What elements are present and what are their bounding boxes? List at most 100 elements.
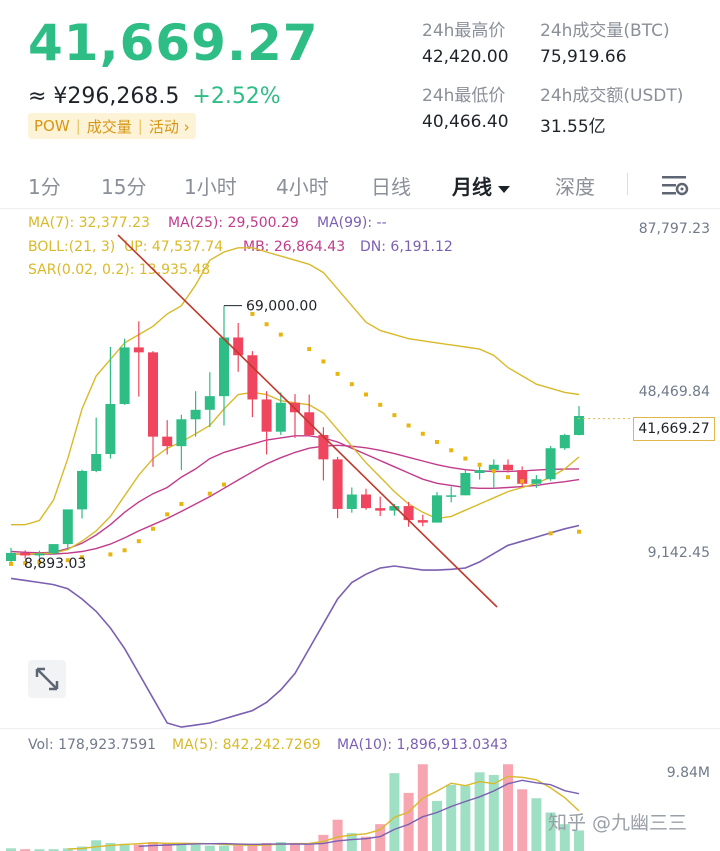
candle-body xyxy=(346,494,357,509)
candle-body xyxy=(233,337,244,356)
volume-divider xyxy=(0,728,720,729)
volume-bar xyxy=(446,784,457,851)
y-axis-label-mid: 48,469.84 xyxy=(638,384,710,400)
volume-bar xyxy=(474,772,485,851)
tab-4h[interactable]: 4小时 xyxy=(276,175,329,199)
volume-bar xyxy=(290,842,300,851)
tab-1h[interactable]: 1小时 xyxy=(184,175,237,199)
volume-bar xyxy=(162,842,173,851)
volume-chart[interactable] xyxy=(0,760,720,851)
sar-dot xyxy=(520,479,525,484)
sar-dot xyxy=(548,531,553,536)
volume-ma5-line xyxy=(67,775,580,850)
candle-body xyxy=(403,506,414,521)
y-axis-label-low: 9,142.45 xyxy=(647,545,710,561)
stat-value: 40,466.40 xyxy=(422,112,509,132)
candle-body xyxy=(119,347,130,405)
boll-upper-band xyxy=(11,247,580,526)
volume-bar xyxy=(119,843,130,851)
tab-15m[interactable]: 15分 xyxy=(101,175,147,199)
sar-dot xyxy=(37,560,42,565)
volume-bar xyxy=(432,800,442,851)
stat-label: 24h最高价 xyxy=(422,21,506,41)
sar-dot xyxy=(392,413,397,418)
stat-24h-high: 24h最高价 42,420.00 xyxy=(422,16,509,67)
candle-body xyxy=(48,544,59,554)
tab-monthly-label: 月线 xyxy=(452,175,492,199)
candle-body xyxy=(559,434,570,449)
sar-dot xyxy=(108,552,113,557)
candle-body xyxy=(432,495,442,523)
last-price: 41,669.27 xyxy=(28,14,319,72)
stat-label: 24h最低价 xyxy=(422,86,506,106)
tab-separator xyxy=(627,173,628,195)
legend-ma25: MA(25): 29,500.29 xyxy=(168,215,299,231)
sar-dot xyxy=(65,558,70,563)
candle-body xyxy=(162,436,173,447)
volume-bar xyxy=(417,764,428,851)
legend-boll-mb: MB: 26,864.43 xyxy=(243,239,346,255)
chart-settings-icon[interactable] xyxy=(660,173,690,199)
current-price-tag: 41,669.27 xyxy=(633,417,715,441)
volume-bar xyxy=(403,792,414,851)
legend-boll-up: UP: 47,537.74 xyxy=(124,239,224,255)
candlestick-chart[interactable]: 69,000.00 8,893.03 xyxy=(0,210,720,728)
candle-body xyxy=(517,470,528,484)
sar-dot xyxy=(335,371,340,376)
candle-body xyxy=(290,402,300,413)
volume-bar xyxy=(346,833,357,851)
volume-bar xyxy=(275,842,286,851)
sar-dot xyxy=(9,561,13,566)
volume-bar xyxy=(91,840,102,851)
candle-body xyxy=(375,508,386,511)
volume-bar xyxy=(133,844,144,851)
volume-bar xyxy=(62,848,73,851)
low-price-label: 8,893.03 xyxy=(24,556,86,572)
volume-axis-label: 9.84M xyxy=(666,765,710,781)
volume-bar xyxy=(389,773,400,851)
candle-body xyxy=(62,509,73,545)
volume-bar xyxy=(219,845,229,851)
tag-bar: POW | 成交量 | 活动 › xyxy=(28,113,196,139)
y-axis-label-top: 87,797.23 xyxy=(638,221,710,237)
tabs-divider xyxy=(0,208,720,209)
tag-pow[interactable]: POW xyxy=(34,117,70,135)
candle-body xyxy=(545,448,556,480)
candle-body xyxy=(446,495,457,497)
candle-body xyxy=(190,409,201,420)
sar-dot xyxy=(491,468,496,473)
sar-dot xyxy=(349,382,354,387)
tab-depth[interactable]: 深度 xyxy=(555,175,595,199)
volume-bar xyxy=(375,824,386,851)
interval-tabs: 1分 15分 1小时 4小时 日线 月线 深度 xyxy=(0,163,720,207)
tag-activity[interactable]: 活动 › xyxy=(148,117,190,136)
sar-dot xyxy=(179,502,184,507)
candle-body xyxy=(34,553,45,556)
tab-monthly[interactable]: 月线 xyxy=(452,171,511,200)
candle-body xyxy=(105,404,116,455)
candle-body xyxy=(574,415,584,435)
caret-down-icon xyxy=(498,185,510,193)
expand-chart-button[interactable] xyxy=(28,660,66,698)
tab-1m[interactable]: 1分 xyxy=(28,175,61,199)
candle-body xyxy=(20,552,31,556)
candle-body xyxy=(91,454,102,471)
stat-value: 31.55亿 xyxy=(540,117,606,137)
sar-dot xyxy=(477,462,482,467)
stat-value: 75,919.66 xyxy=(540,47,627,67)
tab-daily[interactable]: 日线 xyxy=(371,175,411,199)
volume-bar xyxy=(20,849,31,851)
legend-vol-ma5: MA(5): 842,242.7269 xyxy=(172,737,321,753)
tag-volume[interactable]: 成交量 xyxy=(86,117,132,136)
volume-bar xyxy=(176,842,187,851)
price-subline: ≈ ¥296,268.5 +2.52% xyxy=(28,84,281,109)
candle-body xyxy=(261,399,272,432)
volume-bar xyxy=(503,764,513,851)
candle-body xyxy=(332,459,343,509)
volume-bar xyxy=(148,842,158,851)
candle-body xyxy=(474,470,485,474)
volume-bar xyxy=(233,845,244,851)
candle-body xyxy=(247,355,258,400)
change-percent: +2.52% xyxy=(192,84,281,109)
sar-dot xyxy=(463,456,468,461)
